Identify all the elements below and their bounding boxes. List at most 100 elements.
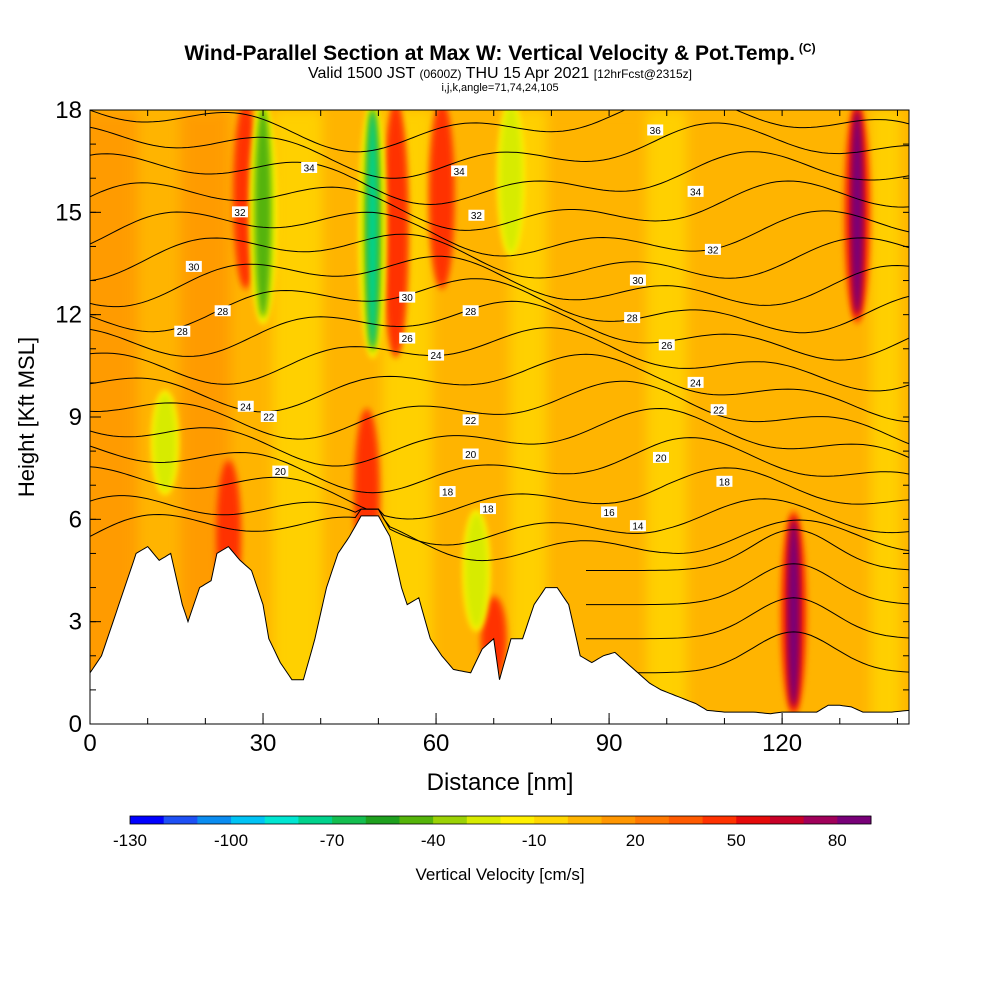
isentrope-label-12: 28 <box>624 312 641 325</box>
downdraft-4 <box>462 509 491 632</box>
isentrope-label-text: 28 <box>465 307 477 318</box>
isentrope-line-3 <box>90 437 909 494</box>
downdraft-2 <box>358 110 387 359</box>
isentrope-label-25: 18 <box>439 486 456 499</box>
y-tick-label: 12 <box>55 302 82 329</box>
isentrope-label-3: 34 <box>687 185 704 198</box>
isentrope-label-28: 16 <box>601 506 618 519</box>
isentrope-label-bg <box>629 274 646 286</box>
colorbar-tick-label: -70 <box>320 831 345 850</box>
isentrope-label-bg <box>399 291 416 303</box>
isentrope-label-bg <box>272 465 289 477</box>
isentrope-label-bg <box>652 451 669 463</box>
isentrope-label-10: 28 <box>214 305 231 318</box>
isentrope-label-21: 22 <box>710 404 727 417</box>
isentrope-label-bg <box>479 503 496 515</box>
updraft-7 <box>843 110 872 325</box>
isentrope-label-text: 24 <box>430 351 442 362</box>
isentrope-label-18: 24 <box>687 376 704 389</box>
isentrope-label-bg <box>451 165 468 177</box>
isentrope-label-bg <box>647 124 664 136</box>
isentrope-line-15 <box>90 122 909 179</box>
isentrope-label-text: 36 <box>650 126 662 137</box>
y-tick-label: 6 <box>69 506 82 533</box>
isentrope-label-23: 20 <box>462 448 479 461</box>
isentrope-label-bg <box>399 332 416 344</box>
colorbar-swatch-4 <box>264 816 299 824</box>
isentrope-label-6: 32 <box>704 243 721 256</box>
colorbar-swatch-5 <box>298 816 333 824</box>
isentrope-label-11: 28 <box>462 305 479 318</box>
isentrope-labels: 36 34 34 34 32 32 32 30 30 30 28 28 28 28 26 26 24 24 24 22… <box>174 124 733 533</box>
title-block: Wind-Parallel Section at Max W: Vertical… <box>0 36 1000 94</box>
shade-band-2 <box>272 110 323 724</box>
updraft-6 <box>779 509 808 717</box>
isentrope-label-text: 24 <box>240 402 252 413</box>
y-axis-label: Height [Kft MSL] <box>14 337 39 497</box>
shade-band-7 <box>870 110 901 724</box>
isentrope-line-5 <box>90 380 909 445</box>
colorbar-swatch-20 <box>803 816 838 824</box>
colorbar-tick-label: -100 <box>214 831 248 850</box>
updraft-core <box>852 111 863 313</box>
colorbar-swatch-7 <box>365 816 400 824</box>
isentrope-label-text: 20 <box>465 450 477 461</box>
colorbar-swatch-19 <box>769 816 805 824</box>
isentrope-label-bg <box>237 400 254 412</box>
isentrope-line-8 <box>90 300 909 361</box>
isentrope-label-text: 18 <box>482 505 494 516</box>
isentrope-label-22: 20 <box>272 465 289 478</box>
colorbar-swatch-1 <box>163 816 198 824</box>
downdraft-core <box>255 110 272 317</box>
colorbar-tick-label: -130 <box>113 831 147 850</box>
colorbar-swatch-6 <box>332 816 367 824</box>
isentrope-label-text: 30 <box>632 276 644 287</box>
isentrope-label-bg <box>687 185 704 197</box>
valley-isentrope-0 <box>586 631 909 674</box>
chart-title: Wind-Parallel Section at Max W: Vertical… <box>0 36 1000 66</box>
isentrope-label-13: 28 <box>174 325 191 338</box>
isentrope-label-text: 32 <box>234 208 246 219</box>
downdraft-0 <box>150 389 179 496</box>
isentrope-label-2: 34 <box>451 165 468 178</box>
isentrope-label-text: 28 <box>627 314 639 325</box>
valid-time: Valid 1500 JST <box>308 65 416 82</box>
isentrope-label-text: 22 <box>465 416 477 427</box>
terrain <box>89 515 910 725</box>
colorbar-swatch-0 <box>130 816 165 824</box>
isentrope-label-8: 30 <box>399 291 416 304</box>
colorbar-swatch-11 <box>500 816 535 824</box>
isentrope-label-text: 34 <box>690 187 702 198</box>
updraft-core <box>430 110 453 287</box>
isentrope-line-2 <box>90 466 909 520</box>
isentrope-label-15: 26 <box>658 339 675 352</box>
isentrope-line-14 <box>90 151 909 206</box>
y-tick-label: 18 <box>55 97 82 124</box>
isentrope-label-text: 18 <box>442 488 454 499</box>
isentrope-line-16 <box>90 110 909 153</box>
valley-isentrope-1 <box>586 597 909 640</box>
chart-title-unit: (C) <box>798 41 816 55</box>
section-indices: i,j,k,angle=71,74,24,105 <box>441 82 559 94</box>
isentrope-label-bg <box>468 209 485 221</box>
isentrope-label-9: 30 <box>629 274 646 287</box>
isentrope-line-7 <box>90 327 909 392</box>
isentrope-label-20: 22 <box>462 414 479 427</box>
isentrope-label-bg <box>624 312 641 324</box>
shade-band-6 <box>646 110 687 724</box>
isentrope-label-text: 28 <box>177 327 189 338</box>
isentrope-label-text: 34 <box>454 167 466 178</box>
colorbar-label: Vertical Velocity [cm/s] <box>415 865 584 884</box>
isentrope-label-26: 18 <box>479 503 496 516</box>
isentrope-line-6 <box>90 353 909 423</box>
isentrope-label-bg <box>658 339 675 351</box>
downdraft-core <box>153 393 176 492</box>
isentrope-label-16: 24 <box>428 349 445 362</box>
isentrope-line-1 <box>90 495 909 546</box>
isentrope-label-1: 34 <box>301 161 318 174</box>
x-tick-label: 90 <box>596 730 623 757</box>
colorbar-swatch-12 <box>534 816 569 824</box>
colorbar-swatch-15 <box>635 816 670 824</box>
colorbar-tick-label: 80 <box>828 831 847 850</box>
